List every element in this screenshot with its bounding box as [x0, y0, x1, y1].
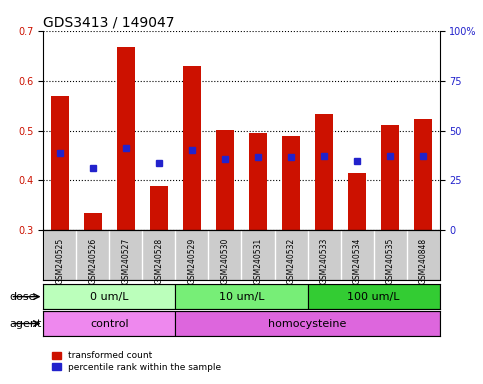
- Text: GSM240526: GSM240526: [88, 238, 98, 284]
- Bar: [43, 284, 175, 309]
- Text: agent: agent: [10, 318, 42, 329]
- Text: GSM240848: GSM240848: [419, 238, 427, 284]
- Bar: [315, 114, 333, 230]
- Bar: [150, 187, 168, 230]
- Bar: [308, 284, 440, 309]
- Text: GSM240527: GSM240527: [122, 238, 130, 284]
- Bar: [175, 311, 440, 336]
- Text: GSM240528: GSM240528: [155, 238, 163, 284]
- Bar: [348, 173, 366, 230]
- Bar: [249, 133, 267, 230]
- Text: GSM240532: GSM240532: [286, 238, 296, 284]
- Text: dose: dose: [10, 291, 36, 302]
- Text: GSM240525: GSM240525: [56, 238, 64, 284]
- Text: control: control: [90, 318, 129, 329]
- Bar: [183, 66, 201, 230]
- Bar: [84, 213, 102, 230]
- Bar: [175, 284, 308, 309]
- Text: homocysteine: homocysteine: [269, 318, 347, 329]
- Bar: [117, 47, 135, 230]
- Text: GSM240534: GSM240534: [353, 238, 361, 284]
- Text: GSM240531: GSM240531: [254, 238, 262, 284]
- Text: 0 um/L: 0 um/L: [90, 291, 129, 302]
- Legend: transformed count, percentile rank within the sample: transformed count, percentile rank withi…: [48, 348, 225, 376]
- Bar: [51, 96, 69, 230]
- Text: 10 um/L: 10 um/L: [219, 291, 264, 302]
- Text: GSM240530: GSM240530: [221, 238, 229, 284]
- Bar: [414, 119, 432, 230]
- Bar: [282, 136, 300, 230]
- Bar: [43, 311, 175, 336]
- Bar: [216, 129, 234, 230]
- Text: GSM240533: GSM240533: [320, 238, 328, 284]
- Text: GSM240529: GSM240529: [187, 238, 197, 284]
- Bar: [381, 124, 399, 230]
- Text: GDS3413 / 149047: GDS3413 / 149047: [43, 16, 175, 30]
- Text: 100 um/L: 100 um/L: [347, 291, 400, 302]
- Text: GSM240535: GSM240535: [385, 238, 395, 284]
